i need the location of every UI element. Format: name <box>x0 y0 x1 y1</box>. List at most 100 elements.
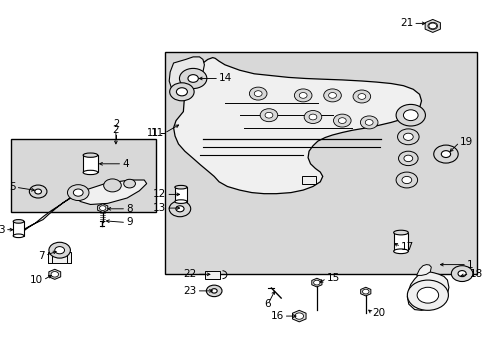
Circle shape <box>176 88 187 96</box>
Text: 12: 12 <box>153 189 166 199</box>
Text: 17: 17 <box>400 242 413 252</box>
Bar <box>302 176 315 184</box>
Polygon shape <box>311 278 321 287</box>
Circle shape <box>99 206 106 211</box>
Circle shape <box>103 179 121 192</box>
Polygon shape <box>360 287 370 296</box>
Text: 7: 7 <box>38 251 45 261</box>
Bar <box>67 252 71 263</box>
Bar <box>393 233 407 251</box>
Circle shape <box>206 285 222 297</box>
Ellipse shape <box>13 234 24 238</box>
Circle shape <box>260 109 277 122</box>
Bar <box>165 52 476 274</box>
Bar <box>11 139 155 212</box>
Text: 15: 15 <box>326 273 339 283</box>
Bar <box>205 271 220 279</box>
Circle shape <box>169 83 194 101</box>
Bar <box>83 155 98 172</box>
Polygon shape <box>22 180 146 230</box>
Circle shape <box>328 93 336 98</box>
Circle shape <box>352 90 370 103</box>
Circle shape <box>264 112 272 118</box>
Circle shape <box>407 280 447 310</box>
Circle shape <box>338 118 346 123</box>
Circle shape <box>428 23 436 29</box>
Polygon shape <box>98 204 107 212</box>
Circle shape <box>294 313 303 319</box>
Polygon shape <box>424 19 440 32</box>
Ellipse shape <box>393 230 407 235</box>
Text: 11: 11 <box>151 128 164 138</box>
Text: 21: 21 <box>399 18 412 28</box>
Circle shape <box>304 111 321 123</box>
Text: 19: 19 <box>459 137 472 147</box>
Circle shape <box>433 145 457 163</box>
Circle shape <box>308 114 316 120</box>
Ellipse shape <box>83 170 98 175</box>
Text: 13: 13 <box>153 203 166 213</box>
Circle shape <box>254 91 262 96</box>
Circle shape <box>49 242 70 258</box>
Text: 2: 2 <box>113 118 119 129</box>
Circle shape <box>55 247 64 254</box>
Ellipse shape <box>175 185 186 189</box>
Text: 2: 2 <box>112 125 119 135</box>
Text: 10: 10 <box>30 275 43 285</box>
Ellipse shape <box>393 249 407 254</box>
Circle shape <box>29 185 47 198</box>
Circle shape <box>397 129 418 145</box>
Text: 18: 18 <box>468 269 482 279</box>
Ellipse shape <box>13 220 24 223</box>
Circle shape <box>123 179 135 188</box>
Circle shape <box>416 287 438 303</box>
Circle shape <box>395 104 425 126</box>
Circle shape <box>403 155 412 162</box>
Circle shape <box>169 201 190 217</box>
Circle shape <box>440 150 450 157</box>
Circle shape <box>211 289 217 293</box>
Text: 16: 16 <box>270 311 283 321</box>
Polygon shape <box>173 58 421 194</box>
Circle shape <box>179 68 206 89</box>
Circle shape <box>398 151 417 166</box>
Text: 9: 9 <box>126 217 133 228</box>
Text: 14: 14 <box>219 73 232 84</box>
Text: 6: 6 <box>264 299 271 309</box>
Circle shape <box>365 120 372 125</box>
Polygon shape <box>292 310 305 322</box>
Circle shape <box>333 114 350 127</box>
Circle shape <box>403 110 417 121</box>
Circle shape <box>401 176 411 184</box>
Circle shape <box>187 75 198 82</box>
Text: 22: 22 <box>183 269 196 279</box>
Ellipse shape <box>83 153 98 157</box>
Text: 23: 23 <box>183 286 196 296</box>
Text: 5: 5 <box>9 182 16 192</box>
Bar <box>48 255 71 263</box>
Bar <box>175 187 186 202</box>
Circle shape <box>457 271 465 276</box>
Circle shape <box>294 89 311 102</box>
Circle shape <box>51 271 59 277</box>
Polygon shape <box>416 265 430 275</box>
Circle shape <box>357 94 365 99</box>
Circle shape <box>73 189 83 196</box>
Text: 20: 20 <box>372 308 385 318</box>
Text: 1: 1 <box>466 260 473 270</box>
Circle shape <box>403 133 412 140</box>
Bar <box>13 221 24 236</box>
Ellipse shape <box>175 200 186 203</box>
Circle shape <box>67 185 89 201</box>
Circle shape <box>249 87 266 100</box>
Polygon shape <box>169 57 204 89</box>
Circle shape <box>360 116 377 129</box>
Circle shape <box>176 206 183 212</box>
Bar <box>48 252 52 263</box>
Circle shape <box>395 172 417 188</box>
Circle shape <box>427 22 437 30</box>
Text: 4: 4 <box>122 159 129 169</box>
Circle shape <box>362 289 368 294</box>
Circle shape <box>313 280 320 285</box>
Text: 11: 11 <box>146 128 159 138</box>
